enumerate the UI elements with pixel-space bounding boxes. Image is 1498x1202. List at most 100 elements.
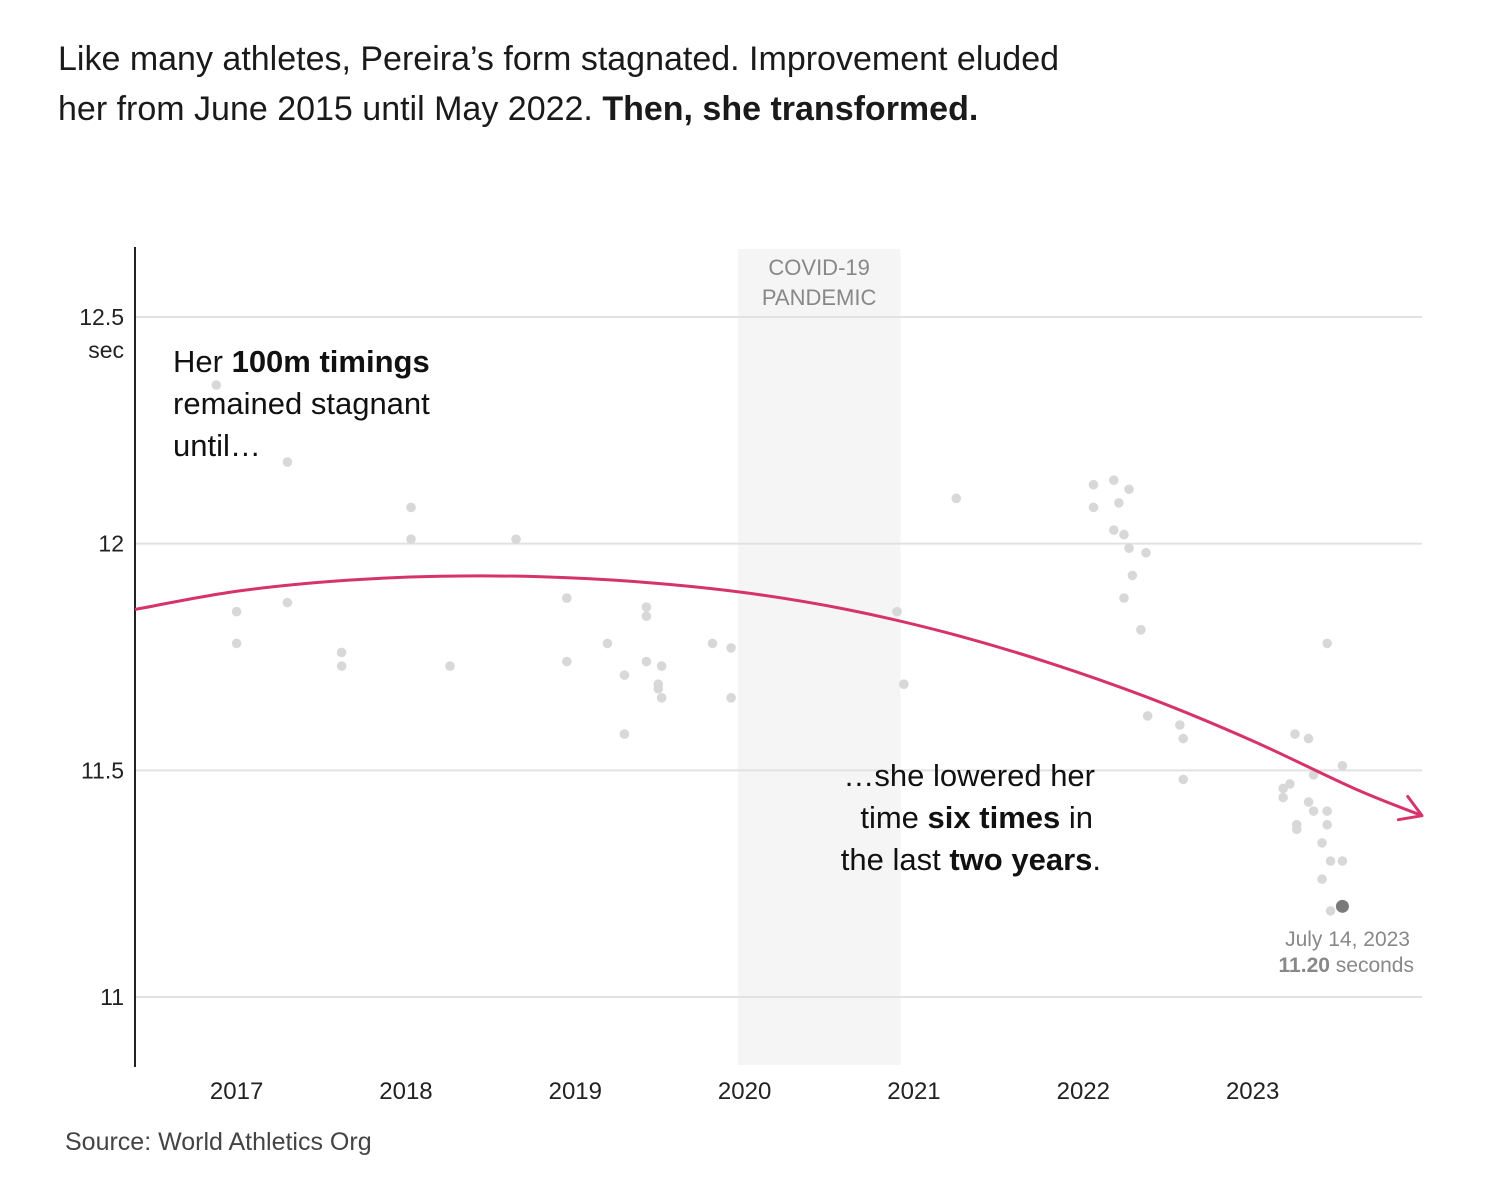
- data-point: [707, 638, 718, 649]
- data-point: [1322, 638, 1332, 649]
- y-tick-label: 12: [98, 531, 124, 557]
- covid-label-line-2: PANDEMIC: [762, 285, 877, 310]
- annotation-right-line-2-bold: six times: [928, 800, 1061, 835]
- x-tick-label: 2019: [549, 1078, 602, 1105]
- data-point: [1322, 806, 1332, 816]
- covid-label-line-1: COVID-19: [768, 255, 869, 280]
- x-tick-label: 2023: [1226, 1078, 1279, 1105]
- annotation-left-line-1-bold: 100m timings: [232, 344, 430, 379]
- gridlines: [135, 316, 1422, 998]
- covid-shade: [737, 249, 901, 1065]
- data-point: [1278, 792, 1288, 803]
- data-point: [282, 457, 293, 467]
- annotation-right-line-3-regular-a: the last: [841, 842, 950, 877]
- data-point: [1303, 797, 1314, 807]
- data-point: [1317, 874, 1327, 884]
- data-point: [1337, 856, 1348, 866]
- x-tick-label: 2020: [718, 1078, 771, 1105]
- data-point: [726, 643, 736, 653]
- data-point: [1308, 806, 1319, 816]
- data-point: [1325, 856, 1336, 866]
- data-point: [653, 683, 664, 694]
- data-point: [1290, 729, 1300, 739]
- annotation-left-line-1: Her 100m timings: [173, 344, 430, 379]
- annotation-right-line-1: …she lowered her: [843, 758, 1095, 793]
- highlight-value-number: 11.20: [1279, 954, 1330, 977]
- y-tick-label: 11: [100, 984, 124, 1010]
- data-point: [1308, 770, 1319, 780]
- y-tick-label: 11.5: [81, 757, 124, 783]
- headline-line-1: Like many athletes, Pereira’s form stagn…: [58, 40, 1060, 78]
- data-point: [602, 638, 613, 649]
- annotation-right-line-3-regular-b: .: [1092, 842, 1101, 877]
- data-point: [1175, 720, 1185, 730]
- data-point: [656, 693, 667, 703]
- data-point: [619, 670, 630, 680]
- data-point: [1124, 543, 1134, 553]
- data-point: [1119, 529, 1129, 540]
- annotation-left-line-1-regular: Her: [173, 344, 232, 379]
- y-unit-label: sec: [88, 337, 124, 363]
- annotation-right-line-2: time six times in: [860, 800, 1093, 835]
- x-tick-labels: 2017 2018 2019 2020 2021 2022 2023: [210, 1078, 1279, 1105]
- data-point: [1337, 761, 1348, 771]
- data-point: [1317, 838, 1327, 848]
- data-point: [1142, 711, 1153, 721]
- data-point: [1124, 484, 1134, 495]
- data-point: [1178, 733, 1189, 744]
- annotation-right-line-3: the last two years.: [841, 842, 1101, 877]
- data-point: [1141, 547, 1151, 558]
- x-tick-label: 2018: [379, 1078, 432, 1105]
- data-points: [211, 380, 1348, 916]
- data-point: [951, 493, 962, 504]
- data-point: [641, 611, 652, 621]
- data-point: [231, 606, 242, 617]
- x-tick-label: 2021: [887, 1078, 940, 1105]
- data-point: [231, 638, 242, 649]
- data-point: [1108, 475, 1119, 486]
- data-point: [1291, 824, 1302, 835]
- headline-line-2-regular: her from June 2015 until May 2022.: [58, 90, 603, 128]
- data-point: [1119, 593, 1129, 603]
- highlight-date: July 14, 2023: [1285, 928, 1410, 951]
- source-note: Source: World Athletics Org: [65, 1128, 372, 1156]
- highlight-point: [1335, 899, 1349, 913]
- annotation-right-line-2-regular-a: time: [860, 800, 927, 835]
- data-point: [406, 502, 416, 513]
- data-point: [1127, 570, 1138, 581]
- highlight-value-unit: seconds: [1330, 954, 1414, 977]
- trend-arrowhead: [1396, 794, 1424, 822]
- data-point: [406, 534, 416, 544]
- data-point: [562, 593, 572, 603]
- data-point: [1285, 779, 1295, 789]
- data-point: [1303, 733, 1314, 744]
- data-point: [1114, 498, 1124, 508]
- data-point: [641, 656, 652, 667]
- data-point: [726, 693, 736, 703]
- headline-line-2-bold: Then, she transformed.: [602, 90, 979, 128]
- data-point: [336, 647, 347, 658]
- trend-line: [134, 574, 1423, 818]
- data-point: [1088, 502, 1099, 513]
- data-point: [1278, 783, 1288, 794]
- data-point: [1325, 906, 1336, 916]
- headline-line-2: her from June 2015 until May 2022. Then,…: [58, 84, 1258, 134]
- data-point: [899, 679, 909, 689]
- data-point: [641, 602, 652, 612]
- data-point: [511, 534, 521, 544]
- data-point: [1178, 774, 1189, 785]
- data-point: [1108, 525, 1119, 535]
- annotation-left-line-2: remained stagnant: [173, 386, 430, 421]
- data-point: [445, 661, 455, 671]
- x-tick-label: 2022: [1057, 1078, 1110, 1105]
- x-tick-label: 2017: [210, 1078, 263, 1105]
- data-point: [656, 661, 667, 671]
- y-tick-labels: 12.5 12 11.5 11: [79, 304, 124, 1010]
- data-point: [211, 380, 222, 390]
- data-point: [336, 661, 347, 671]
- data-point: [282, 597, 293, 608]
- annotation-left-line-3: until…: [173, 428, 261, 463]
- headline: Like many athletes, Pereira’s form stagn…: [58, 34, 1258, 134]
- data-point: [892, 606, 902, 617]
